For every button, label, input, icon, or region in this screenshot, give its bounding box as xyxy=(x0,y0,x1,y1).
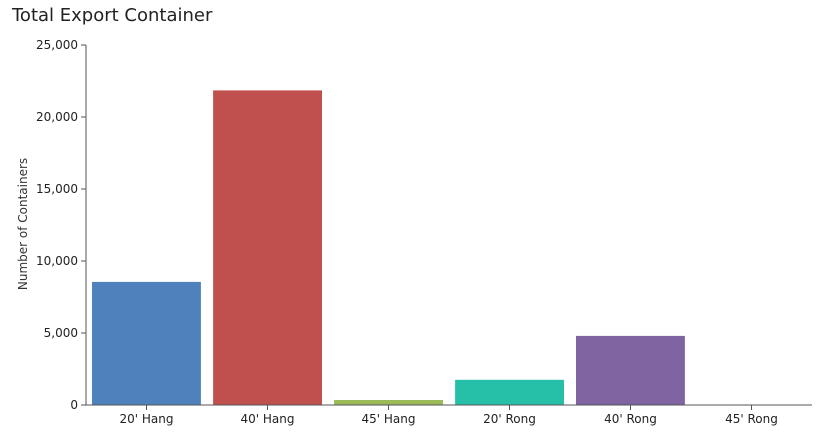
bar-0 xyxy=(92,281,201,405)
y-tick-label-1: 5,000 xyxy=(44,326,78,340)
y-tick-label-4: 20,000 xyxy=(36,110,78,124)
x-tick-label-2: 45' Hang xyxy=(362,412,416,426)
x-tick-label-5: 45' Rong xyxy=(725,412,778,426)
x-tick-label-3: 20' Rong xyxy=(483,412,536,426)
bar-3 xyxy=(455,379,564,405)
bars-group xyxy=(92,90,685,406)
bar-2 xyxy=(334,400,443,405)
y-tick-label-3: 15,000 xyxy=(36,182,78,196)
bar-4 xyxy=(576,335,685,405)
y-tick-label-0: 0 xyxy=(70,398,78,412)
y-axis-title: Number of Containers xyxy=(16,158,30,290)
y-tick-label-2: 10,000 xyxy=(36,254,78,268)
x-axis: 20' Hang 40' Hang 45' Hang 20' Rong 40' Rong… xyxy=(86,404,812,426)
x-tick-label-1: 40' Hang xyxy=(241,412,295,426)
bar-1 xyxy=(213,90,322,406)
x-tick-label-4: 40' Rong xyxy=(604,412,657,426)
y-axis: 0 5,000 10,000 15,000 20,000 25,000 xyxy=(36,38,87,412)
y-tick-label-5: 25,000 xyxy=(36,38,78,52)
chart-title: Total Export Container xyxy=(12,5,213,26)
x-tick-label-0: 20' Hang xyxy=(120,412,174,426)
